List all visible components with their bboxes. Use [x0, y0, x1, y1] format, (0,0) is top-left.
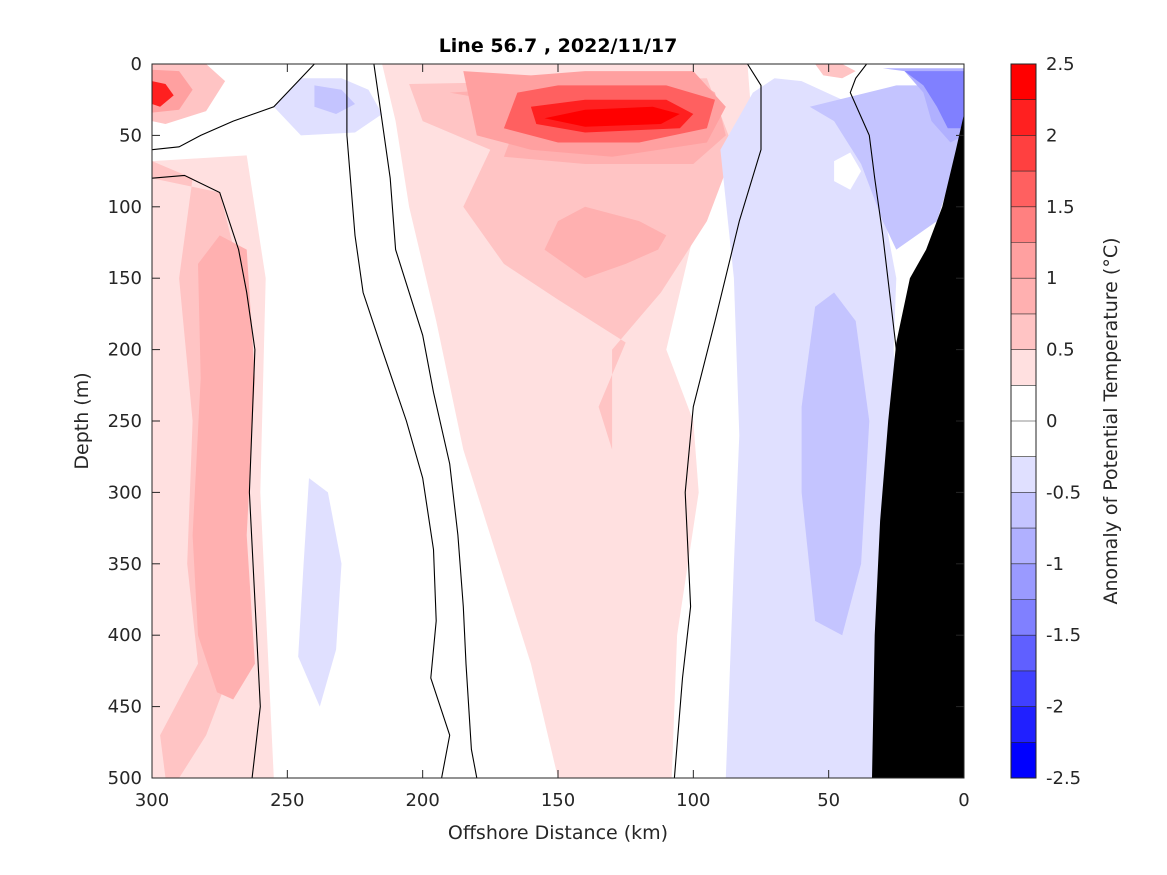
- colorbar-swatch: [1011, 670, 1036, 708]
- contour-region: [815, 64, 856, 79]
- zero-contour-line: [152, 64, 315, 151]
- y-tick-label: 100: [108, 197, 142, 218]
- x-tick-label: 100: [676, 790, 710, 811]
- chart-title: Line 56.7 , 2022/11/17: [439, 35, 678, 57]
- x-tick-label: 50: [817, 790, 840, 811]
- colorbar-swatch: [1011, 313, 1036, 351]
- x-tick-label: 0: [958, 790, 969, 811]
- colorbar-swatch: [1011, 563, 1036, 600]
- colorbar-tick-label: 0: [1046, 411, 1057, 432]
- y-tick-label: 450: [108, 697, 142, 718]
- x-tick-label: 300: [135, 790, 169, 811]
- colorbar-tick-label: -1: [1046, 554, 1064, 575]
- x-tick-label: 250: [270, 790, 304, 811]
- y-tick-label: 0: [131, 54, 142, 75]
- y-tick-label: 50: [119, 125, 142, 146]
- colorbar-swatch: [1011, 456, 1036, 493]
- colorbar: 2.5 2 1.5 1 0.5 0 -0.5 -1 -1.5 -2 -2.5: [1010, 54, 1081, 789]
- y-tick-label: 350: [108, 554, 142, 575]
- colorbar-swatch: [1011, 706, 1036, 743]
- zero-contour-line: [673, 64, 762, 778]
- contour-region: [809, 85, 964, 250]
- colorbar-swatch: [1011, 135, 1036, 172]
- y-tick-label: 250: [108, 411, 142, 432]
- colorbar-tick-label: -1.5: [1046, 625, 1081, 646]
- contour-region: [314, 85, 355, 114]
- colorbar-swatch: [1011, 635, 1036, 672]
- colorbar-tick-label: 2: [1046, 125, 1057, 146]
- x-tick-label: 200: [405, 790, 439, 811]
- colorbar-swatch: [1011, 742, 1036, 779]
- colorbar-tick-label: 2.5: [1046, 54, 1075, 75]
- contour-region: [801, 292, 870, 636]
- contour-region: [834, 152, 862, 190]
- colorbar-swatch: [1011, 599, 1036, 636]
- x-axis-ticks: 300 250 200 150 100 50 0: [135, 64, 970, 811]
- contour-region: [192, 235, 255, 700]
- colorbar-tick-label: 0.5: [1046, 340, 1075, 361]
- colorbar-swatch: [1011, 385, 1036, 422]
- y-tick-label: 300: [108, 482, 142, 503]
- zero-contour-line: [346, 64, 451, 778]
- y-tick-label: 500: [108, 768, 142, 789]
- colorbar-swatch: [1011, 528, 1036, 565]
- y-tick-label: 150: [108, 268, 142, 289]
- contour-region: [298, 478, 342, 707]
- zero-contour-line: [152, 174, 261, 778]
- y-tick-label: 200: [108, 340, 142, 361]
- zero-contour-lines: [152, 64, 916, 778]
- colorbar-swatch: [1011, 99, 1036, 136]
- y-axis-ticks: 0 50 100 150 200 250 300 350 400 450 500: [108, 54, 964, 789]
- colorbar-swatch: [1011, 171, 1036, 208]
- contour-region: [152, 81, 174, 107]
- colorbar-tick-label: -2.5: [1046, 768, 1081, 789]
- zero-contour-line: [373, 64, 478, 778]
- x-tick-label: 150: [541, 790, 575, 811]
- y-tick-label: 400: [108, 625, 142, 646]
- colorbar-swatch: [1011, 206, 1036, 243]
- seafloor-polygon: [872, 114, 964, 778]
- contour-fill-regions: [152, 64, 964, 778]
- colorbar-swatch: [1011, 278, 1036, 315]
- contour-region: [904, 71, 964, 129]
- x-axis-label: Offshore Distance (km): [448, 822, 668, 844]
- colorbar-tick-label: -0.5: [1046, 482, 1081, 503]
- colorbar-swatch: [1011, 492, 1036, 529]
- y-axis-label: Depth (m): [71, 372, 93, 469]
- colorbar-swatch: [1011, 242, 1036, 279]
- contour-region: [544, 106, 680, 127]
- colorbar-swatch: [1011, 349, 1036, 386]
- colorbar-tick-label: -2: [1046, 697, 1064, 718]
- colorbar-swatch: [1011, 64, 1036, 101]
- colorbar-frame: [1010, 63, 1037, 779]
- colorbar-tick-label: 1: [1046, 268, 1057, 289]
- seafloor-mask: [872, 114, 964, 778]
- colorbar-label: Anomaly of Potential Temperature (°C): [1100, 238, 1122, 605]
- contour-region: [544, 206, 667, 279]
- colorbar-tick-label: 1.5: [1046, 197, 1075, 218]
- colorbar-swatch: [1011, 421, 1036, 458]
